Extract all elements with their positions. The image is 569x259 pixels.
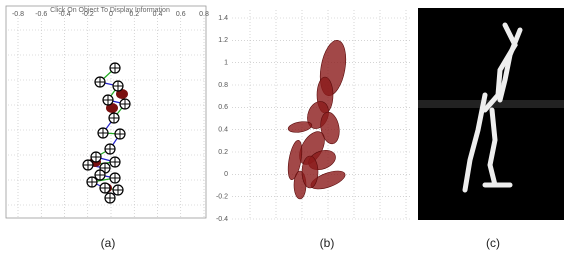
ellipsoid bbox=[302, 156, 318, 188]
panel-c: (c) bbox=[418, 8, 564, 250]
y-tick-label: 0 bbox=[224, 171, 228, 178]
panel-b: 1.4 1.2 1 0.8 0.6 0.4 0.2 0 -0.2 -0.4 (b) bbox=[214, 6, 410, 250]
y-tick-label: 0.6 bbox=[218, 104, 228, 111]
y-tick-label: 1 bbox=[224, 60, 228, 67]
x-tick-label: -0.8 bbox=[12, 11, 24, 18]
y-tick-label: 1.2 bbox=[218, 37, 228, 44]
caption: (a) bbox=[101, 236, 116, 250]
y-tick-label: 1.4 bbox=[218, 15, 228, 22]
y-tick-label: 0.4 bbox=[218, 127, 228, 134]
x-tick-label: 0.6 bbox=[176, 11, 186, 18]
caption: (b) bbox=[320, 236, 335, 250]
x-tick-label: 0.8 bbox=[199, 11, 209, 18]
plot-title: Click On Object To Display Information bbox=[50, 7, 170, 14]
y-tick-label: 0.2 bbox=[218, 149, 228, 156]
caption: (c) bbox=[486, 236, 500, 250]
y-tick-label: 0.8 bbox=[218, 82, 228, 89]
y-tick-label: -0.4 bbox=[216, 216, 228, 223]
y-tick-label: -0.2 bbox=[216, 194, 228, 201]
x-tick-label: -0.6 bbox=[35, 11, 47, 18]
figure: -0.8 -0.6 -0.4 -0.2 0 0.2 0.4 0.6 0.8 Click On O… bbox=[0, 0, 569, 259]
